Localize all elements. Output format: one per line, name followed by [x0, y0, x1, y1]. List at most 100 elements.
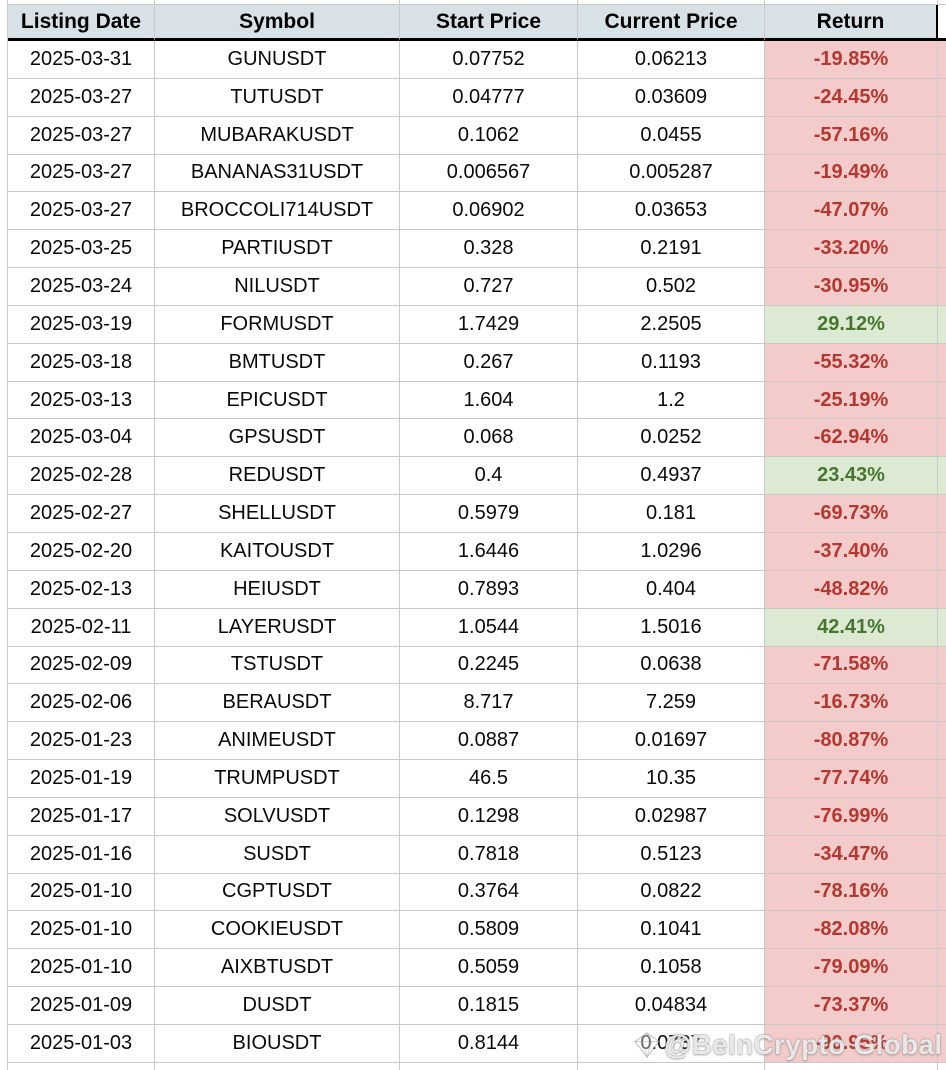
- listing-date-cell[interactable]: 2025-03-19: [8, 305, 155, 344]
- listing-date-cell[interactable]: 2025-02-13: [8, 570, 155, 609]
- listing-date-cell[interactable]: 2025-01-10: [8, 873, 155, 912]
- symbol-cell[interactable]: GPSUSDT: [155, 419, 400, 458]
- return-cell[interactable]: -37.40%: [765, 532, 938, 571]
- start-price-cell[interactable]: 0.4: [400, 457, 578, 496]
- current-price-cell[interactable]: 0.04834: [578, 987, 765, 1025]
- symbol-cell[interactable]: TUTUSDT: [155, 78, 400, 117]
- start-price-cell[interactable]: 0.2245: [400, 646, 578, 685]
- symbol-cell[interactable]: DUSDT: [155, 987, 400, 1025]
- return-cell[interactable]: -57.16%: [765, 116, 938, 155]
- start-price-cell[interactable]: 0.267: [400, 343, 578, 382]
- symbol-cell[interactable]: TRUMPUSDT: [155, 760, 400, 798]
- listing-date-cell[interactable]: 2025-02-20: [8, 532, 155, 571]
- start-price-cell[interactable]: 0.1815: [400, 987, 578, 1025]
- current-price-cell[interactable]: 10.35: [578, 760, 765, 798]
- return-cell[interactable]: 42.41%: [765, 608, 938, 647]
- start-price-cell[interactable]: 8.717: [400, 684, 578, 723]
- start-price-cell[interactable]: 0.07752: [400, 41, 578, 79]
- return-cell[interactable]: -77.74%: [765, 760, 938, 798]
- listing-date-cell[interactable]: 2025-01-09: [8, 987, 155, 1025]
- listing-date-cell[interactable]: 2025-01-10: [8, 949, 155, 988]
- listing-date-cell[interactable]: 2025-01-16: [8, 835, 155, 874]
- listing-date-cell[interactable]: 2025-03-18: [8, 343, 155, 382]
- start-price-cell[interactable]: 0.7893: [400, 570, 578, 609]
- start-price-cell[interactable]: 0.727: [400, 268, 578, 306]
- listing-date-cell[interactable]: 2025-03-13: [8, 381, 155, 420]
- current-price-cell[interactable]: 0.181: [578, 495, 765, 533]
- symbol-cell[interactable]: KAITOUSDT: [155, 532, 400, 571]
- current-price-cell[interactable]: 0.2191: [578, 230, 765, 269]
- start-price-cell[interactable]: 0.328: [400, 230, 578, 269]
- start-price-cell[interactable]: 0.1298: [400, 797, 578, 836]
- current-price-cell[interactable]: 0.404: [578, 570, 765, 609]
- listing-date-cell[interactable]: 2025-02-06: [8, 684, 155, 723]
- start-price-cell[interactable]: 0.0887: [400, 722, 578, 761]
- return-cell[interactable]: -69.73%: [765, 495, 938, 533]
- current-price-cell[interactable]: 0.5123: [578, 835, 765, 874]
- symbol-cell[interactable]: TSTUSDT: [155, 646, 400, 685]
- return-cell[interactable]: -55.32%: [765, 343, 938, 382]
- start-price-cell[interactable]: 46.5: [400, 760, 578, 798]
- listing-date-cell[interactable]: 2025-03-31: [8, 41, 155, 79]
- listing-date-cell[interactable]: 2025-03-04: [8, 419, 155, 458]
- return-cell[interactable]: -79.09%: [765, 949, 938, 988]
- return-cell[interactable]: 29.12%: [765, 305, 938, 344]
- start-price-cell[interactable]: 0.5059: [400, 949, 578, 988]
- start-price-cell[interactable]: 0.1062: [400, 116, 578, 155]
- listing-date-cell[interactable]: 2025-02-11: [8, 608, 155, 647]
- return-cell[interactable]: -82.08%: [765, 911, 938, 950]
- header-start-price[interactable]: Start Price: [400, 5, 578, 41]
- return-cell[interactable]: -16.73%: [765, 684, 938, 723]
- current-price-cell[interactable]: 1.0296: [578, 532, 765, 571]
- symbol-cell[interactable]: BROCCOLI714USDT: [155, 192, 400, 231]
- return-cell[interactable]: -62.94%: [765, 419, 938, 458]
- current-price-cell[interactable]: 0.03609: [578, 78, 765, 117]
- return-cell[interactable]: -25.19%: [765, 381, 938, 420]
- header-return[interactable]: Return: [765, 5, 938, 41]
- listing-date-cell[interactable]: 2025-02-28: [8, 457, 155, 496]
- symbol-cell[interactable]: SHELLUSDT: [155, 495, 400, 533]
- listing-date-cell[interactable]: 2025-03-27: [8, 116, 155, 155]
- start-price-cell[interactable]: 1.604: [400, 381, 578, 420]
- current-price-cell[interactable]: 0.1058: [578, 949, 765, 988]
- listing-date-cell[interactable]: 2025-03-27: [8, 154, 155, 193]
- return-cell[interactable]: -80.87%: [765, 722, 938, 761]
- return-cell[interactable]: -33.20%: [765, 230, 938, 269]
- current-price-cell[interactable]: 0.0638: [578, 646, 765, 685]
- return-cell[interactable]: -19.49%: [765, 154, 938, 193]
- return-cell[interactable]: -76.99%: [765, 797, 938, 836]
- header-current-price[interactable]: Current Price: [578, 5, 765, 41]
- current-price-cell[interactable]: 0.4937: [578, 457, 765, 496]
- current-price-cell[interactable]: 0.0822: [578, 873, 765, 912]
- current-price-cell[interactable]: 0.005287: [578, 154, 765, 193]
- start-price-cell[interactable]: 0.7818: [400, 835, 578, 874]
- listing-date-cell[interactable]: 2025-03-24: [8, 268, 155, 306]
- symbol-cell[interactable]: EPICUSDT: [155, 381, 400, 420]
- current-price-cell[interactable]: 0.0455: [578, 116, 765, 155]
- symbol-cell[interactable]: LAYERUSDT: [155, 608, 400, 647]
- start-price-cell[interactable]: 0.5979: [400, 495, 578, 533]
- return-cell[interactable]: -48.82%: [765, 570, 938, 609]
- listing-date-cell[interactable]: 2025-02-27: [8, 495, 155, 533]
- start-price-cell[interactable]: 1.7429: [400, 305, 578, 344]
- listing-date-cell[interactable]: 2025-03-27: [8, 192, 155, 231]
- listing-date-cell[interactable]: 2025-02-09: [8, 646, 155, 685]
- return-cell[interactable]: -19.85%: [765, 41, 938, 79]
- current-price-cell[interactable]: 7.259: [578, 684, 765, 723]
- start-price-cell[interactable]: 0.04777: [400, 78, 578, 117]
- current-price-cell[interactable]: 0.1193: [578, 343, 765, 382]
- listing-date-cell[interactable]: 2025-01-23: [8, 722, 155, 761]
- header-symbol[interactable]: Symbol: [155, 5, 400, 41]
- current-price-cell[interactable]: 0.1041: [578, 911, 765, 950]
- listing-date-cell[interactable]: 2025-01-03: [8, 1024, 155, 1063]
- current-price-cell[interactable]: 0.02987: [578, 797, 765, 836]
- start-price-cell[interactable]: 0.006567: [400, 154, 578, 193]
- listing-date-cell[interactable]: 2025-03-25: [8, 230, 155, 269]
- start-price-cell[interactable]: 0.8144: [400, 1024, 578, 1063]
- symbol-cell[interactable]: AIXBTUSDT: [155, 949, 400, 988]
- symbol-cell[interactable]: GUNUSDT: [155, 41, 400, 79]
- current-price-cell[interactable]: 0.0737: [578, 1024, 765, 1063]
- return-cell[interactable]: -47.07%: [765, 192, 938, 231]
- current-price-cell[interactable]: 0.01697: [578, 722, 765, 761]
- symbol-cell[interactable]: MUBARAKUSDT: [155, 116, 400, 155]
